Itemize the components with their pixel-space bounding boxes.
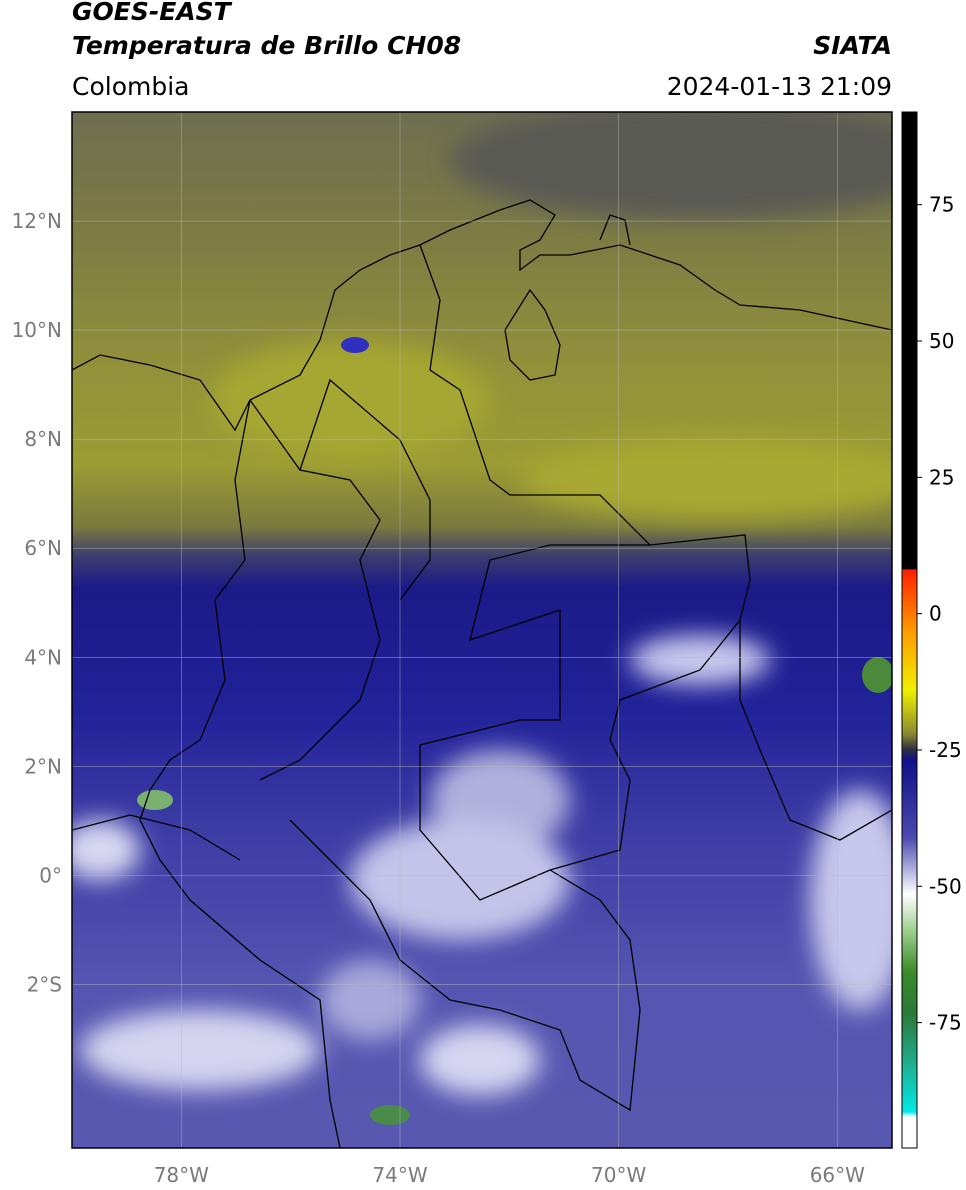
image-background: [72, 112, 892, 1148]
borders: [72, 199, 892, 1148]
lat-tick-label: 12°N: [12, 209, 62, 233]
colorbar-tick-label: -50: [929, 874, 962, 898]
colorbar-tick-label: -25: [929, 738, 962, 762]
subtitle: Temperatura de Brillo CH08: [72, 31, 461, 60]
colorbar-tick-label: 50: [929, 329, 954, 353]
lat-tick-label: 8°N: [24, 427, 62, 451]
cold-cloud: [341, 337, 369, 353]
colorbar-tick-label: 75: [929, 193, 954, 217]
lat-tick-label: 2°S: [27, 972, 62, 996]
cold-cloud: [370, 1105, 410, 1125]
colorbar-tick-label: -75: [929, 1011, 962, 1035]
lat-tick-label: 10°N: [12, 318, 62, 342]
lon-tick-label: 74°W: [372, 1163, 427, 1187]
cold-cloud: [862, 657, 892, 693]
lon-tick-label: 70°W: [591, 1163, 646, 1187]
lat-tick-label: 4°N: [24, 645, 62, 669]
colorbar: [901, 111, 918, 1149]
cold-cloud: [137, 790, 173, 810]
lat-tick-label: 2°N: [24, 754, 62, 778]
grid: [72, 112, 892, 1148]
lon-tick-label: 78°W: [154, 1163, 209, 1187]
colorbar-tick-label: 0: [929, 602, 942, 626]
source: SIATA: [813, 31, 892, 60]
title: GOES-EAST: [72, 0, 233, 26]
lat-tick-label: 6°N: [24, 536, 62, 560]
colorbar-tick-label: 25: [929, 465, 954, 489]
lat-tick-label: 0°: [39, 863, 62, 887]
lon-tick-label: 66°W: [810, 1163, 865, 1187]
region: Colombia: [72, 72, 189, 101]
map-frame: [71, 111, 893, 1149]
satellite-image: [72, 112, 892, 1148]
cloud-layer: [72, 112, 892, 1095]
datetime: 2024-01-13 21:09: [667, 72, 892, 101]
